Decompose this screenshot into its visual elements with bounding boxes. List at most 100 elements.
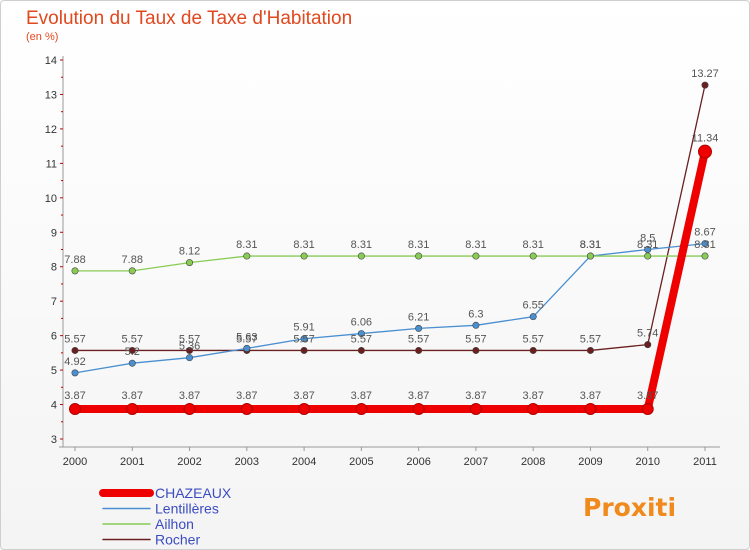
y-tick-label: 8 — [51, 262, 57, 274]
y-tick-label: 6 — [51, 331, 57, 343]
data-label-ailhon: 8.31 — [293, 239, 314, 251]
data-label-lentille-res: 6.21 — [408, 311, 429, 323]
data-point-chazeaux — [698, 144, 712, 159]
data-point-chazeaux — [584, 403, 597, 416]
data-point-lentille-res — [71, 369, 79, 377]
data-label-rocher: 5.57 — [408, 333, 429, 345]
data-label-chazeaux: 3.87 — [179, 390, 200, 402]
data-point-rocher — [644, 341, 652, 349]
data-label-chazeaux: 3.87 — [580, 390, 601, 402]
data-label-chazeaux: 3.87 — [465, 390, 486, 402]
data-point-ailhon — [186, 259, 194, 267]
data-label-ailhon: 8.31 — [694, 239, 715, 251]
data-point-chazeaux — [641, 403, 654, 416]
x-tick-label: 2010 — [635, 456, 659, 468]
data-label-ailhon: 8.31 — [637, 239, 658, 251]
y-tick-label: 9 — [51, 227, 57, 239]
legend-label-lentille-res: Lentillères — [155, 501, 219, 517]
data-label-ailhon: 8.31 — [522, 239, 543, 251]
data-label-chazeaux: 3.87 — [293, 390, 314, 402]
data-label-ailhon: 8.31 — [351, 239, 372, 251]
data-point-chazeaux — [240, 403, 253, 416]
series-line-ailhon — [74, 255, 706, 272]
data-label-lentille-res: 5.2 — [125, 346, 140, 358]
x-tick-label: 2001 — [120, 456, 144, 468]
data-label-lentille-res: 5.91 — [293, 322, 314, 334]
data-point-rocher — [415, 346, 423, 354]
data-label-rocher: 5.57 — [64, 333, 85, 345]
data-point-rocher — [586, 346, 594, 354]
data-point-lentille-res — [472, 321, 480, 329]
y-tick-label: 5 — [51, 365, 57, 377]
data-label-rocher: 5.57 — [179, 333, 200, 345]
series-layer — [69, 81, 712, 416]
data-label-rocher: 13.27 — [691, 68, 719, 80]
data-label-chazeaux: 3.87 — [64, 390, 85, 402]
data-label-rocher: 5.57 — [580, 333, 601, 345]
data-point-ailhon — [472, 252, 480, 260]
data-point-ailhon — [529, 252, 537, 260]
y-tick-label: 13 — [45, 89, 57, 101]
data-label-ailhon: 8.31 — [465, 239, 486, 251]
data-label-chazeaux: 3.87 — [122, 390, 143, 402]
y-tick-label: 14 — [45, 55, 57, 67]
data-point-rocher — [357, 346, 365, 354]
legend-label-rocher: Rocher — [155, 532, 200, 548]
proxiti-logo: Proxiti — [583, 493, 676, 522]
data-point-lentille-res — [243, 344, 251, 352]
data-point-rocher — [701, 81, 709, 89]
x-tick-label: 2006 — [406, 456, 430, 468]
data-label-rocher: 5.74 — [637, 328, 658, 340]
data-point-ailhon — [415, 252, 423, 260]
data-label-lentille-res: 6.55 — [522, 300, 543, 312]
series-line-rocher — [74, 84, 706, 352]
data-label-chazeaux: 3.87 — [637, 390, 658, 402]
data-point-ailhon — [357, 252, 365, 260]
x-tick-label: 2002 — [177, 456, 201, 468]
data-point-ailhon — [701, 252, 709, 260]
data-point-rocher — [128, 346, 136, 354]
data-label-rocher: 5.57 — [293, 333, 314, 345]
x-tick-label: 2003 — [235, 456, 259, 468]
data-point-lentille-res — [128, 359, 136, 367]
data-point-lentille-res — [529, 313, 537, 321]
axes: 3 4 5 6 7 8 9 10 11 12 13 14 2000 2001 2002 2003 2004 200… — [45, 55, 720, 468]
data-label-ailhon: 7.88 — [122, 254, 143, 266]
data-point-chazeaux — [183, 403, 196, 416]
legend-label-chazeaux: CHAZEAUX — [155, 485, 232, 501]
x-tick-label: 2007 — [464, 456, 488, 468]
data-label-chazeaux: 3.87 — [522, 390, 543, 402]
x-tick-label: 2000 — [63, 456, 87, 468]
data-point-chazeaux — [412, 403, 425, 416]
data-point-ailhon — [300, 252, 308, 260]
x-tick-label: 2011 — [693, 456, 717, 468]
data-label-lentille-res: 6.06 — [351, 317, 372, 329]
y-tick-label: 12 — [45, 124, 57, 136]
chart-title: Evolution du Taux de Taxe d'Habitation — [26, 8, 352, 29]
y-tick-label: 3 — [51, 434, 57, 446]
data-point-lentille-res — [701, 240, 709, 248]
data-label-rocher: 5.57 — [522, 333, 543, 345]
legend-label-ailhon: Ailhon — [155, 516, 194, 532]
data-point-ailhon — [243, 252, 251, 260]
logo-text: Proxiti — [583, 493, 676, 522]
data-point-rocher — [186, 346, 194, 354]
data-label-ailhon: 8.12 — [179, 246, 200, 258]
data-point-chazeaux — [69, 403, 81, 416]
data-point-chazeaux — [298, 403, 311, 416]
data-point-rocher — [472, 346, 480, 354]
data-label-rocher: 5.57 — [236, 333, 257, 345]
data-point-rocher — [529, 346, 537, 354]
data-point-rocher — [300, 346, 308, 354]
data-label-chazeaux: 3.87 — [351, 390, 372, 402]
series-line-lentille-res — [74, 242, 706, 374]
data-point-lentille-res — [186, 354, 194, 362]
data-point-chazeaux — [126, 403, 139, 416]
data-point-chazeaux — [527, 403, 540, 416]
data-label-lentille-res: 8.5 — [640, 233, 655, 245]
data-label-ailhon: 8.31 — [408, 239, 429, 251]
chart-subtitle: (en %) — [26, 31, 58, 43]
data-point-lentille-res — [415, 324, 423, 332]
